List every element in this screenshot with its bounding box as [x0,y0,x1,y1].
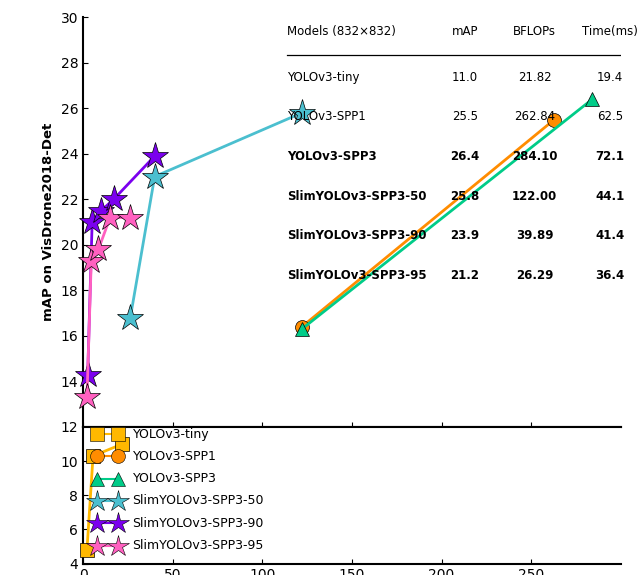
Text: 62.5: 62.5 [597,110,623,123]
Text: 26.4: 26.4 [451,150,479,163]
Text: 44.1: 44.1 [595,190,625,203]
Text: 26.29: 26.29 [516,269,554,282]
Text: 39.89: 39.89 [516,229,554,243]
Text: 262.84: 262.84 [514,110,556,123]
Text: YOLOv3-tiny: YOLOv3-tiny [132,428,209,440]
Text: SlimYOLOv3-SPP3-50: SlimYOLOv3-SPP3-50 [287,190,427,203]
Text: 25.5: 25.5 [452,110,478,123]
Text: BFLOPs: BFLOPs [513,25,556,39]
Text: SlimYOLOv3-SPP3-95: SlimYOLOv3-SPP3-95 [132,539,264,552]
Text: YOLOv3-tiny: YOLOv3-tiny [287,71,360,83]
Text: 21.82: 21.82 [518,71,552,83]
Text: 41.4: 41.4 [595,229,625,243]
Text: Time(ms): Time(ms) [582,25,638,39]
Text: SlimYOLOv3-SPP3-95: SlimYOLOv3-SPP3-95 [287,269,427,282]
Text: 284.10: 284.10 [512,150,557,163]
Y-axis label: mAP on VisDrone2018-Det: mAP on VisDrone2018-Det [42,123,55,321]
Text: Models (832×832): Models (832×832) [287,25,396,39]
Text: mAP: mAP [452,25,478,39]
Text: 122.00: 122.00 [512,190,557,203]
Text: YOLOv3-SPP3: YOLOv3-SPP3 [287,150,377,163]
Text: SlimYOLOv3-SPP3-50: SlimYOLOv3-SPP3-50 [132,494,264,508]
Text: 23.9: 23.9 [451,229,479,243]
Text: 72.1: 72.1 [596,150,625,163]
Text: 21.2: 21.2 [451,269,479,282]
Text: 36.4: 36.4 [595,269,625,282]
Text: SlimYOLOv3-SPP3-90: SlimYOLOv3-SPP3-90 [132,517,264,530]
Text: YOLOv3-SPP1: YOLOv3-SPP1 [132,450,216,463]
Text: 25.8: 25.8 [451,190,479,203]
Text: YOLOv3-SPP3: YOLOv3-SPP3 [132,472,216,485]
Text: SlimYOLOv3-SPP3-90: SlimYOLOv3-SPP3-90 [287,229,427,243]
Text: 19.4: 19.4 [597,71,623,83]
Text: 11.0: 11.0 [452,71,478,83]
Text: YOLOv3-SPP1: YOLOv3-SPP1 [287,110,366,123]
